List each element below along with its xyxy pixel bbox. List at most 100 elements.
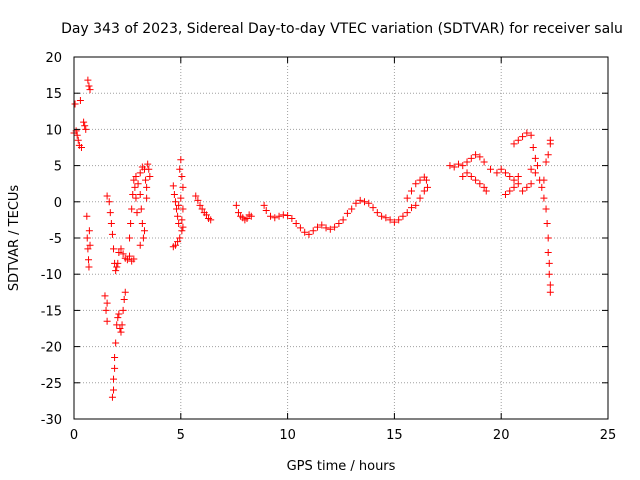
data-point [292,220,300,228]
data-point [480,158,488,166]
data-point [538,183,546,191]
x-tick-label: 20 [493,428,510,443]
data-point [198,205,206,213]
data-point [467,154,475,162]
data-point [247,212,255,220]
data-point [145,165,153,173]
data-point [472,176,480,184]
data-point [114,259,122,267]
data-point [117,328,125,336]
data-point [130,176,138,184]
data-point [178,172,186,180]
data-point [322,224,330,232]
data-point [119,306,127,314]
data-point [110,375,118,383]
data-point [175,201,183,209]
data-point [179,183,187,191]
data-point [523,129,531,137]
data-point [139,234,147,242]
data-point [121,288,129,296]
x-tick-label: 0 [70,428,78,443]
data-point [85,263,93,271]
data-point [519,133,527,141]
data-point [112,339,120,347]
data-point [546,136,554,144]
data-point [463,169,471,177]
data-point [487,165,495,173]
data-point [171,241,179,249]
data-point [120,296,128,304]
x-tick-label: 25 [600,428,617,443]
data-point [136,241,144,249]
y-tick-label: -15 [41,304,62,319]
data-point [542,205,550,213]
data-point [540,194,548,202]
data-point [171,198,179,206]
data-point [174,238,182,246]
data-point [76,96,84,104]
data-point [288,214,296,222]
axis-ticks: 0 5 10 15 20 25 -30 -25 -20 -15 -10 -5 0 5 10 15 20 [41,51,617,443]
data-point [459,162,467,170]
data-point [356,196,364,204]
data-point [130,255,138,263]
data-point [369,204,377,212]
data-point [454,160,462,168]
data-point [119,250,127,258]
data-point [534,162,542,170]
data-point [202,211,210,219]
data-point [514,136,522,144]
data-point [129,191,137,199]
data-point [544,248,552,256]
data-point [420,187,428,195]
data-point [232,201,240,209]
data-point [420,173,428,181]
data-point [146,172,154,180]
data-point [514,172,522,180]
data-point [143,183,151,191]
data-point [118,321,126,329]
data-point [529,144,537,151]
data-point [108,230,116,238]
data-point [123,256,131,264]
data-point [71,100,79,108]
data-point [169,182,177,190]
data-point [106,209,114,217]
data-point [111,364,119,372]
data-point [192,192,200,200]
data-point [138,220,146,228]
data-point [542,158,550,166]
data-point [545,259,553,267]
data-point [459,172,467,180]
data-point [531,154,539,162]
data-point [412,201,420,209]
data-point [472,151,480,159]
data-point [131,183,139,191]
data-point [134,180,142,188]
x-tick-label: 15 [386,428,403,443]
data-point [545,270,553,278]
data-point [476,180,484,188]
data-point [467,172,475,180]
data-point [331,223,339,231]
data-point [126,252,134,260]
data-point [378,212,386,220]
data-point [360,198,368,206]
data-point [543,220,551,228]
data-point [424,183,432,191]
data-point [403,209,411,217]
data-point [275,212,283,220]
data-point [136,191,144,199]
data-point [85,256,93,264]
y-tick-label: -30 [41,413,62,428]
data-point [84,76,92,84]
data-point [136,169,144,177]
data-point [174,212,182,220]
data-point [115,310,123,318]
data-point [352,199,360,207]
data-point [395,216,403,224]
data-point [523,183,531,191]
data-point [143,194,151,202]
y-tick-label: -5 [49,232,62,247]
